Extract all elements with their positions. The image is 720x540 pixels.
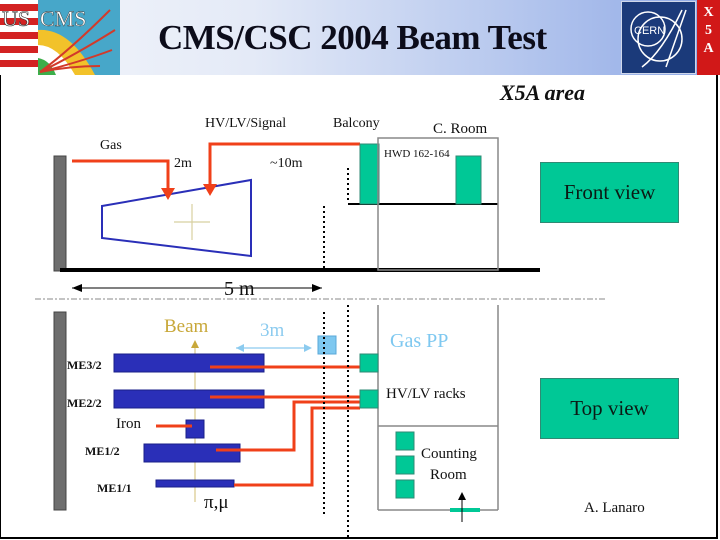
iron-label: Iron [116,416,141,432]
gas-pp-label: Gas PP [390,330,449,352]
badge-letter: A [703,41,714,56]
page-title: CMS/CSC 2004 Beam Test [158,18,547,57]
x5a-badge: X 5 A [697,0,720,75]
chamber-me22 [113,389,265,409]
dist-2m-label: 2m [174,156,192,171]
iron-block [185,419,205,439]
particles-label: π,μ [204,492,229,513]
hv-lv-racks-label: HV/LV racks [386,386,466,402]
counting-rack-3 [395,479,415,499]
hv-lv-signal-cable [208,142,360,186]
dist-3m-label: 3m [260,320,285,341]
control-room-rack [455,155,482,205]
rack-2 [359,389,379,409]
counting-rack-2 [395,455,415,475]
counting-room-label-2: Room [430,467,467,483]
beam-label: Beam [164,316,209,337]
badge-letter: 5 [705,23,712,38]
chamber-label-me12: ME1/2 [85,444,120,458]
svg-text:CMS: CMS [40,6,86,31]
svg-text:US: US [2,6,30,31]
hv-lv-signal-label: HV/LV/Signal [205,116,287,131]
chamber-me12 [143,443,241,463]
control-room-box [377,137,499,271]
chamber-label-me11: ME1/1 [97,481,132,495]
chamber-me11 [155,479,235,488]
chamber-me32 [113,353,265,373]
top-wall [53,311,67,511]
dist-10m-label: ~10m [270,156,303,171]
gas-pp-box [317,335,337,355]
balcony-rack [359,143,380,205]
rack-1 [359,353,379,373]
gas-label: Gas [100,138,122,153]
top-view-button[interactable]: Top view [540,378,679,439]
hwd-label: HWD 162-164 [384,148,450,160]
balcony-label: Balcony [333,116,380,131]
area-title: X5A area [500,80,585,105]
uscms-logo: US CMS [0,0,120,75]
counting-room-label-1: Counting [421,446,477,462]
dist-5m-label: 5 m [224,278,255,300]
cern-logo: CERN [621,1,696,74]
control-room-label: C. Room [433,121,488,137]
chamber-label-me32: ME3/2 [67,358,102,372]
svg-text:CERN: CERN [634,25,665,37]
badge-letter: X [703,5,714,20]
gas-cable [72,159,170,190]
author-label: A. Lanaro [584,500,645,516]
chamber-label-me22: ME2/2 [67,396,102,410]
csc-chamber-trapezoid [101,178,252,258]
counting-rack-1 [395,431,415,451]
front-view-button[interactable]: Front view [540,162,679,223]
front-wall [53,155,67,272]
slide-header: US CMS CMS/CSC 2004 Beam Test CERN X 5 A [0,0,720,75]
